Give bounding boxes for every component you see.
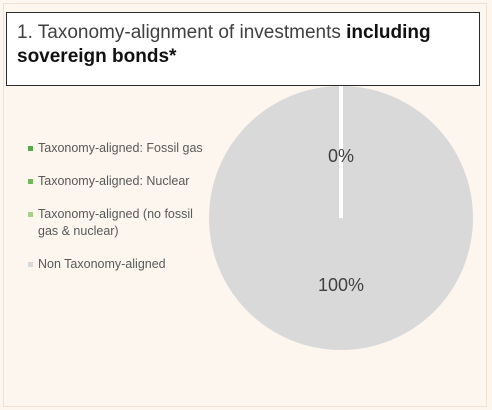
legend-item-fossil-gas: Taxonomy-aligned: Fossil gas xyxy=(28,140,203,157)
legend-label: Taxonomy-aligned: Fossil gas xyxy=(38,141,203,155)
legend-item-nuclear: Taxonomy-aligned: Nuclear xyxy=(28,173,203,190)
legend-label: Taxonomy-aligned: Nuclear xyxy=(38,174,190,188)
legend-label: Non Taxonomy-aligned xyxy=(38,257,166,271)
data-label-hundred: 100% xyxy=(318,275,364,295)
data-label-zero: 0% xyxy=(328,146,354,166)
legend-label: Taxonomy-aligned (no fossil gas & nuclea… xyxy=(38,207,193,238)
chart-legend: Taxonomy-aligned: Fossil gas Taxonomy-al… xyxy=(28,140,203,289)
chart-title-box: 1. Taxonomy-alignment of investments inc… xyxy=(6,12,480,86)
legend-item-aligned-other: Taxonomy-aligned (no fossil gas & nuclea… xyxy=(28,206,203,240)
legend-marker xyxy=(28,262,33,267)
legend-marker xyxy=(28,179,33,184)
legend-item-non-aligned: Non Taxonomy-aligned xyxy=(28,256,203,273)
legend-marker xyxy=(28,146,33,151)
chart-frame xyxy=(3,3,487,407)
chart-title-emphasis: including sovereign bonds* xyxy=(17,22,431,67)
legend-marker xyxy=(28,212,33,217)
chart-title: 1. Taxonomy-alignment of investments xyxy=(17,22,347,43)
